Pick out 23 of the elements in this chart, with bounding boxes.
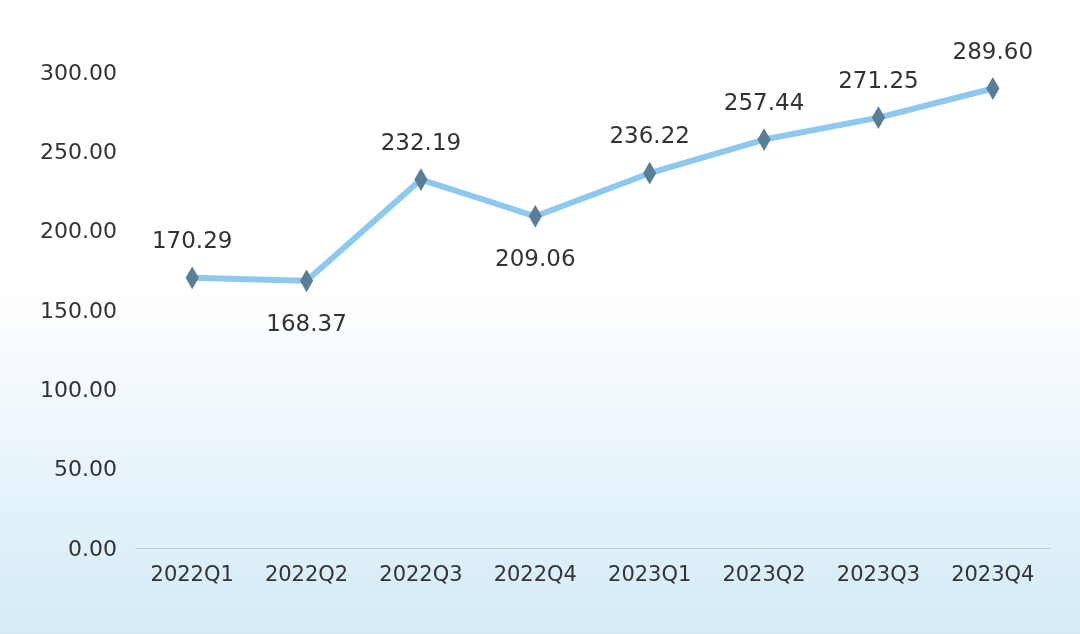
y-tick-label: 300.00 — [40, 59, 117, 85]
y-tick-label: 250.00 — [40, 138, 117, 164]
x-tick-label: 2022Q1 — [150, 561, 234, 586]
x-tick-label: 2023Q3 — [836, 561, 921, 586]
y-tick-label: 50.00 — [54, 456, 117, 482]
data-label: 232.19 — [380, 128, 462, 155]
x-tick-label: 2023Q2 — [722, 561, 806, 586]
data-label: 257.44 — [723, 88, 805, 115]
y-tick-label: 0.00 — [68, 535, 117, 561]
x-tick-label: 2022Q2 — [264, 561, 349, 586]
data-label: 209.06 — [495, 245, 576, 272]
data-label: 271.25 — [838, 66, 919, 93]
x-tick-label: 2023Q4 — [951, 561, 1035, 586]
x-tick-label: 2023Q1 — [608, 561, 692, 586]
x-tick-label: 2022Q4 — [493, 561, 577, 586]
data-label: 168.37 — [266, 309, 347, 336]
y-tick-label: 150.00 — [40, 297, 117, 323]
y-tick-label: 100.00 — [40, 376, 117, 402]
data-label: 170.29 — [151, 226, 233, 253]
data-label: 289.60 — [952, 37, 1034, 64]
y-tick-label: 200.00 — [40, 218, 117, 244]
x-tick-label: 2022Q3 — [379, 561, 463, 586]
data-label: 236.22 — [609, 122, 690, 149]
